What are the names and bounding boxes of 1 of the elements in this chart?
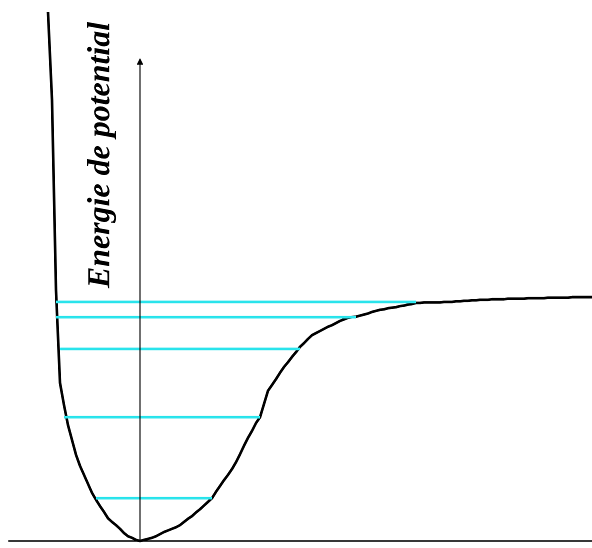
y-axis-title: Energie de potential: [87, 22, 116, 288]
